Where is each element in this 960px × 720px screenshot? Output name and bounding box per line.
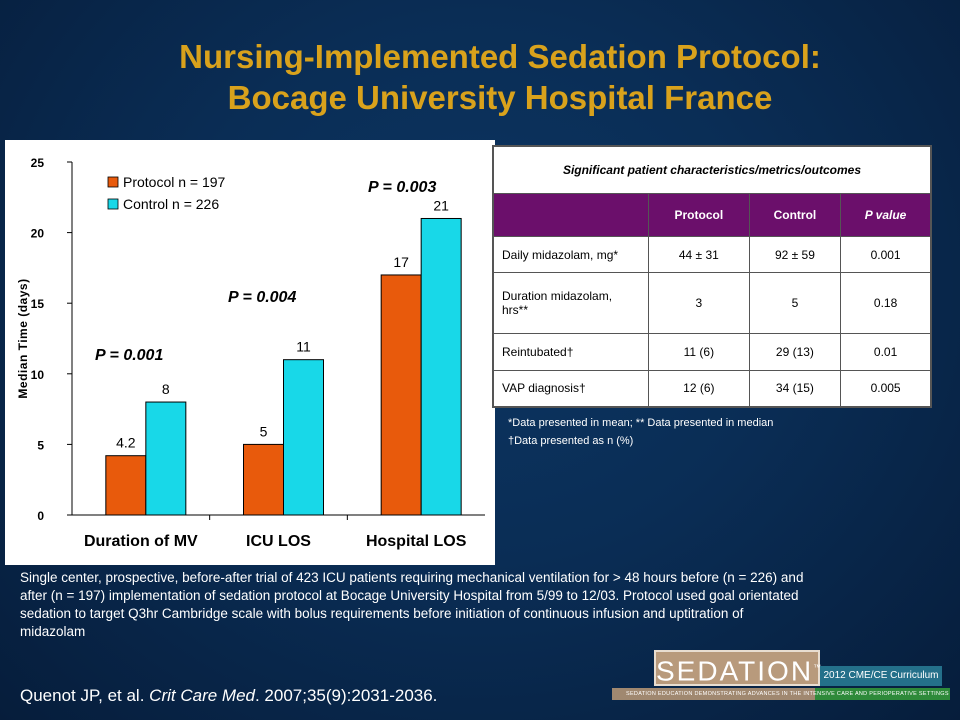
x-tick-label: ICU LOS [246,533,311,550]
study-summary: Single center, prospective, before-after… [20,570,804,639]
sedation-curriculum-logo: SEDATION™ 2012 CME/CE Curriculum SEDATIO… [612,650,950,704]
table-cell-protocol: 12 (6) [648,369,750,408]
table-cell-label: VAP diagnosis† [493,369,649,408]
table-cell-p-value: 0.18 [840,272,931,335]
citation-details: . 2007;35(9):2031-2036. [254,686,438,705]
table-cell-label: Duration midazolam, hrs** [493,272,649,335]
bar-protocol [380,274,422,516]
bar-protocol [105,455,147,516]
bar-data-label: 21 [433,197,449,213]
citation-authors: Quenot JP, et al. [20,686,150,705]
y-tick-label: 25 [31,156,45,170]
bar-data-label: 4.2 [116,435,136,451]
bar-data-label: 11 [296,339,311,355]
bar-protocol [243,443,284,516]
bar-data-label: 5 [260,423,268,439]
legend-swatch-protocol [107,176,119,188]
table-row: Reintubated† 11 (6) 29 (13) 0.01 [493,333,931,371]
outcomes-table-panel: Significant patient characteristics/metr… [492,145,932,408]
table-row: VAP diagnosis† 12 (6) 34 (15) 0.005 [493,369,931,408]
p-value-annotation: P = 0.003 [368,179,436,196]
bar-control [283,359,324,516]
table-header-protocol: Protocol [648,193,750,237]
table-cell-p-value: 0.01 [840,333,931,371]
table-cell-control: 92 ± 59 [748,235,842,274]
table-header-control: Control [748,193,842,237]
bar-data-label: 17 [393,254,409,270]
table-header-row: Protocol Control P value [493,193,931,237]
table-cell-control: 34 (15) [748,369,842,408]
y-tick-label: 15 [31,297,45,311]
table-header-blank [493,193,649,237]
logo-trademark: ™ [813,663,824,672]
p-value-annotation: P = 0.001 [95,347,163,364]
p-value-annotation: P = 0.004 [228,289,296,306]
footnote-2: †Data presented as n (%) [508,435,634,447]
y-tick-label: 20 [31,227,45,241]
y-tick-label: 10 [31,368,45,382]
table-cell-p-value: 0.005 [840,369,931,408]
table-cell-p-value: 0.001 [840,235,931,274]
table-caption: Significant patient characteristics/metr… [493,146,931,194]
title-line-2: Bocage University Hospital France [227,79,773,116]
legend-label: Control n = 226 [123,196,219,212]
slide-title: Nursing-Implemented Sedation Protocol: B… [40,36,960,118]
y-tick-label: 5 [37,438,44,452]
outcomes-table: Significant patient characteristics/metr… [493,146,931,408]
logo-curriculum: 2012 CME/CE Curriculum [820,666,942,686]
table-cell-control: 29 (13) [748,333,842,371]
table-row: Daily midazolam, mg* 44 ± 31 92 ± 59 0.0… [493,235,931,274]
citation-journal: Crit Care Med [149,686,255,705]
table-cell-protocol: 11 (6) [648,333,750,371]
table-cell-protocol: 44 ± 31 [648,235,750,274]
bar-control [420,217,462,516]
x-tick-label: Hospital LOS [366,533,467,550]
y-tick-label: 0 [37,509,44,523]
table-footnotes: *Data presented in mean; ** Data present… [508,414,938,450]
bar-data-label: 8 [162,381,170,397]
title-line-1: Nursing-Implemented Sedation Protocol: [179,38,821,75]
logo-wordmark: SEDATION™ [654,650,824,687]
table-cell-label: Daily midazolam, mg* [493,235,649,274]
footnote-1: *Data presented in mean; ** Data present… [508,417,774,429]
table-cell-label: Reintubated† [493,333,649,371]
logo-word: SEDATION [656,655,814,687]
legend-label: Protocol n = 197 [123,174,226,190]
x-tick-label: Duration of MV [84,533,198,550]
logo-tagline: SEDATION EDUCATION DEMONSTRATING ADVANCE… [612,688,950,700]
legend-swatch-control [107,198,119,210]
bar-chart-panel: 0 5 10 15 20 25 Median Time (days) 4.2 8 Duration… [5,140,495,565]
bar-control [145,401,187,516]
table-cell-control: 5 [748,272,842,335]
citation: Quenot JP, et al. Crit Care Med. 2007;35… [20,686,580,706]
table-header-p-value: P value [840,193,931,237]
table-row: Duration midazolam, hrs** 3 5 0.18 [493,272,931,335]
y-axis-label: Median Time (days) [16,278,30,398]
bar-chart: 0 5 10 15 20 25 Median Time (days) 4.2 8 Duration… [16,156,485,550]
table-cell-protocol: 3 [648,272,750,335]
